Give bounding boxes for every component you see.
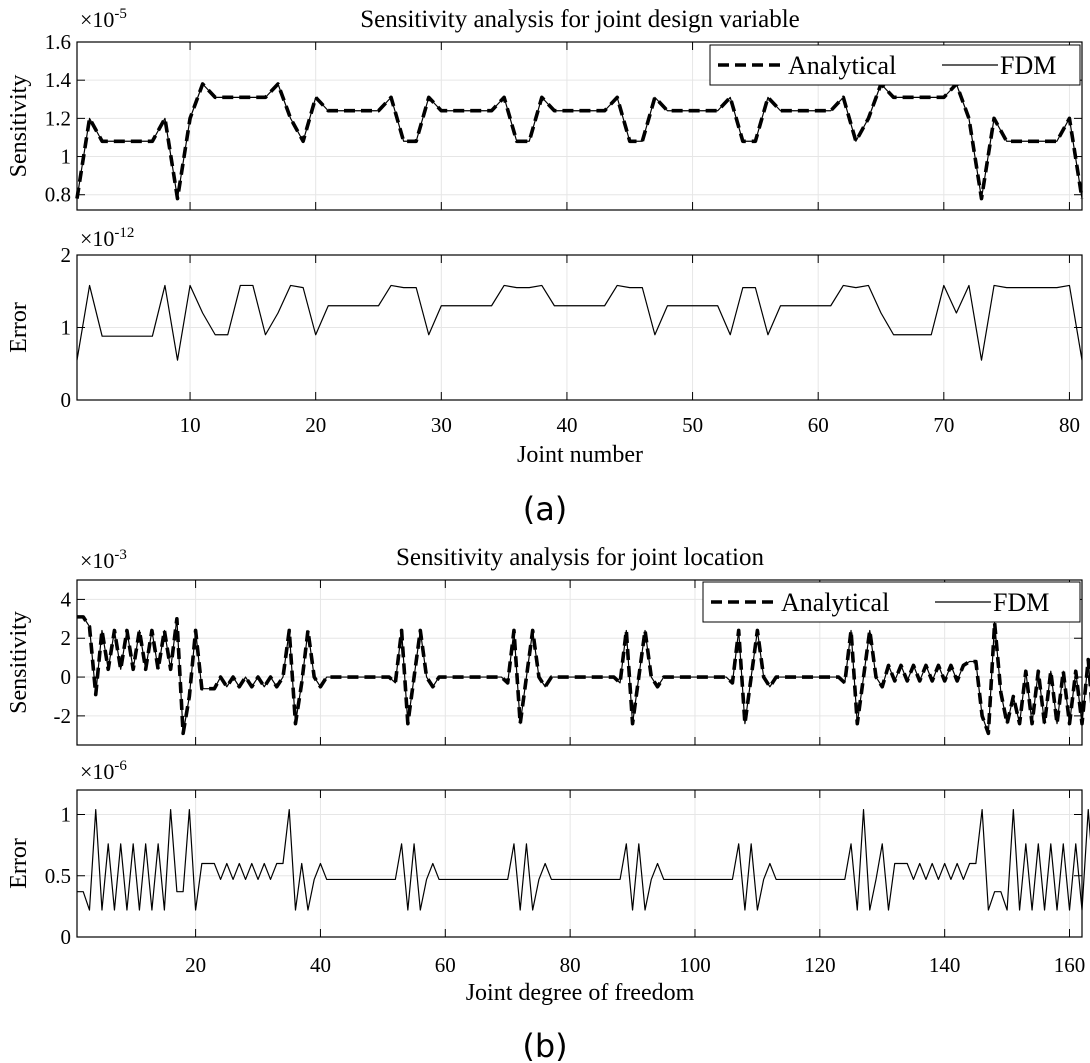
y-tick-label: 0 [61,388,72,412]
y-tick-label: 0.8 [45,183,71,207]
exponent-label: ×10-3 [80,547,127,573]
y-tick-label: 1 [61,316,72,340]
x-tick-label: 100 [679,953,711,977]
y-tick-label: 0 [61,665,72,689]
x-tick-label: 60 [808,413,829,437]
x-tick-label: 40 [556,413,577,437]
sensitivity-subplot: 0.8 1 1.2 1.4 1.6 Sensitivity ×10-5 Analytical F… [6,6,1084,211]
axes-box [76,579,1083,746]
exponent-base: ×10 [80,759,114,784]
legend-label-fdm: FDM [993,588,1049,617]
x-tick-label: 60 [435,953,456,977]
exponent-power: -12 [114,225,134,241]
axes-box [76,789,1083,938]
y-tick-label: 0.5 [45,864,71,888]
legend-label-fdm: FDM [1000,51,1056,80]
x-tick-label: 20 [185,953,206,977]
x-tick-label: 140 [929,953,961,977]
series-line-error [77,808,1090,911]
y-tick-label: 4 [61,587,72,611]
x-axis-label: Joint degree of freedom [466,980,695,1006]
x-tick-label: 50 [682,413,703,437]
exponent-label: ×10-12 [80,225,134,251]
chart-panel-a: Sensitivity analysis for joint design va… [6,6,1084,528]
sensitivity-subplot: -2 0 2 4 Sensitivity ×10-3 Analytical FDM [6,547,1090,746]
y-tick-label: 1.6 [45,30,71,54]
exponent-power: -5 [114,6,127,22]
series-line-analytical [75,82,1084,201]
series-line-fdm [76,83,1083,200]
exponent-base: ×10 [80,548,114,573]
x-tick-label: 120 [804,953,836,977]
legend-label-analytical: Analytical [788,51,896,80]
y-tick-label: 2 [61,243,72,267]
y-tick-label: 1.2 [45,106,71,130]
legend: Analytical FDM [702,581,1081,623]
y-axis-label: Sensitivity [6,611,32,714]
y-tick-label: 2 [61,626,72,650]
axes-box [76,41,1083,211]
x-tick-label: 20 [305,413,326,437]
chart-title: Sensitivity analysis for joint design va… [360,6,800,33]
exponent-power: -3 [114,547,127,563]
y-tick-label: 1.4 [45,68,72,92]
y-tick-label: -2 [54,704,72,728]
exponent-base: ×10 [80,7,114,32]
x-tick-label: 80 [560,953,581,977]
legend-label-analytical: Analytical [781,588,889,617]
panel-label: (b) [522,1027,567,1063]
x-tick-label: 10 [180,413,201,437]
chart-panel-b: Sensitivity analysis for joint location-… [6,544,1090,1063]
y-axis-label: Sensitivity [6,75,32,178]
y-tick-label: 1 [61,803,72,827]
x-tick-label: 160 [1054,953,1086,977]
exponent-label: ×10-5 [80,6,127,32]
x-tick-label: 80 [1059,413,1080,437]
legend: Analytical FDM [709,44,1081,86]
exponent-power: -6 [114,758,127,774]
exponent-label: ×10-6 [80,758,127,784]
panel-label: (a) [523,490,568,528]
series-line-error [76,284,1083,361]
y-axis-label: Error [6,302,32,353]
x-tick-label: 40 [310,953,331,977]
series-line-fdm [77,616,1090,734]
exponent-base: ×10 [80,226,114,251]
x-axis-label: Joint number [517,442,643,468]
x-tick-label: 70 [933,413,954,437]
chart-title: Sensitivity analysis for joint location [396,544,765,571]
error-subplot: 0 1 2 Error ×10-12 10 20 30 40 50 60 70 80 [6,225,1083,437]
x-tick-label: 30 [431,413,452,437]
y-tick-label: 1 [61,145,72,169]
y-axis-label: Error [6,838,32,889]
y-tick-label: 0 [61,925,72,949]
error-subplot: 0 0.5 1 Error ×10-6 20 40 60 80 100 120 140 160 [6,758,1090,977]
